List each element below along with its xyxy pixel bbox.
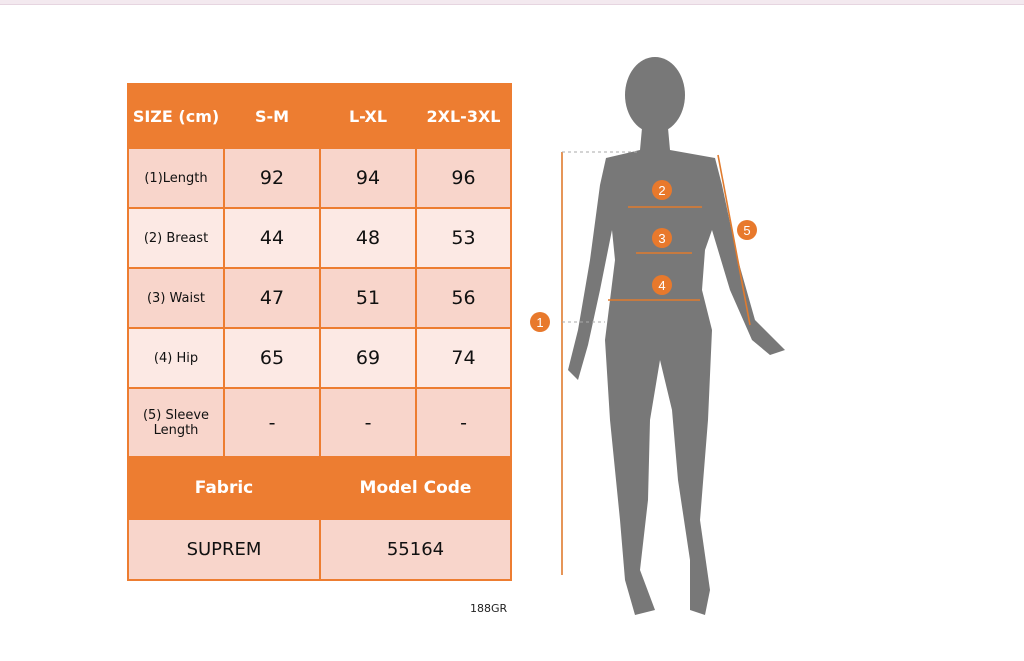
- marker-2: 2: [658, 183, 665, 198]
- row-label: (1)Length: [127, 147, 225, 209]
- row-label: (2) Breast: [127, 207, 225, 269]
- table-row: (2) Breast 44 48 53: [127, 207, 512, 269]
- table-row: (4) Hip 65 69 74: [127, 327, 512, 389]
- marker-labels: 1 2 3 4 5: [536, 183, 750, 330]
- cell: 53: [415, 207, 512, 269]
- measurement-lines: [561, 151, 751, 575]
- cell: 51: [319, 267, 417, 329]
- table-row: (5) Sleeve Length - - -: [127, 387, 512, 458]
- cell: 48: [319, 207, 417, 269]
- header-cell: S-M: [223, 83, 321, 149]
- cell: 56: [415, 267, 512, 329]
- footer-row: SUPREM 55164: [127, 518, 512, 581]
- row-label: (5) Sleeve Length: [127, 387, 225, 458]
- header-cell: 2XL-3XL: [415, 83, 512, 149]
- table-row: (3) Waist 47 51 56: [127, 267, 512, 329]
- marker-5: 5: [743, 223, 750, 238]
- marker-4: 4: [658, 278, 665, 293]
- cell: 44: [223, 207, 321, 269]
- cell: -: [415, 387, 512, 458]
- model-code-value: 55164: [319, 518, 512, 581]
- header-cell: L-XL: [319, 83, 417, 149]
- product-code: 188GR: [470, 602, 508, 615]
- top-border: [0, 0, 1024, 5]
- cell: 96: [415, 147, 512, 209]
- table-row: (1)Length 92 94 96: [127, 147, 512, 209]
- marker-3: 3: [658, 231, 665, 246]
- marker-1: 1: [536, 315, 543, 330]
- fabric-header: Fabric: [127, 456, 321, 520]
- fabric-value: SUPREM: [127, 518, 321, 581]
- row-label: (4) Hip: [127, 327, 225, 389]
- table-header-row: SIZE (cm) S-M L-XL 2XL-3XL: [127, 83, 512, 149]
- footer-header-row: Fabric Model Code: [127, 456, 512, 520]
- marker-circles: [530, 180, 757, 332]
- cell: 47: [223, 267, 321, 329]
- body-silhouette-figure: 1 2 3 4 5: [530, 57, 785, 615]
- cell: 65: [223, 327, 321, 389]
- cell: 92: [223, 147, 321, 209]
- cell: 69: [319, 327, 417, 389]
- size-chart-table: SIZE (cm) S-M L-XL 2XL-3XL (1)Length 92 …: [127, 83, 512, 581]
- header-cell: SIZE (cm): [127, 83, 225, 149]
- cell: 74: [415, 327, 512, 389]
- cell: -: [223, 387, 321, 458]
- silhouette: [568, 57, 785, 615]
- row-label: (3) Waist: [127, 267, 225, 329]
- model-code-header: Model Code: [319, 456, 512, 520]
- cell: 94: [319, 147, 417, 209]
- cell: -: [319, 387, 417, 458]
